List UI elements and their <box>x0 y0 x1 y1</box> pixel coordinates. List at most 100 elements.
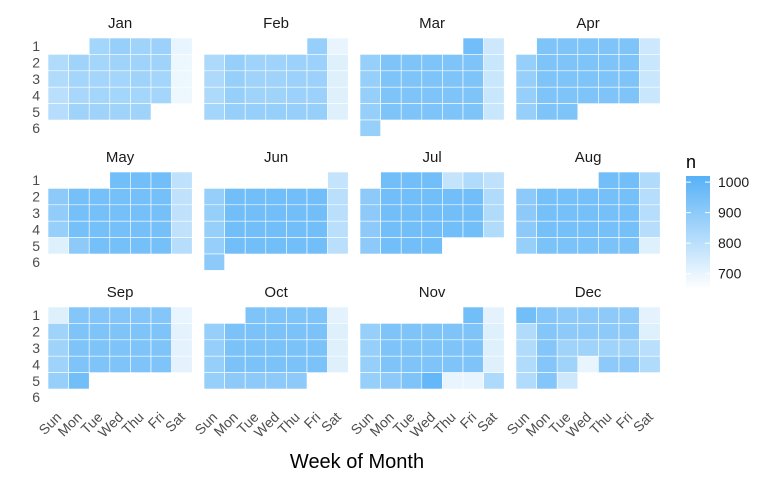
heat-cell <box>286 70 308 88</box>
heat-cell <box>598 37 620 55</box>
heat-cell <box>556 323 579 341</box>
heat-cell <box>47 323 69 341</box>
heat-cell <box>442 86 464 104</box>
heat-cell <box>265 237 287 255</box>
heat-cell <box>462 306 484 324</box>
heat-cell <box>109 339 131 357</box>
week-row-label: 2 <box>32 324 40 340</box>
week-row-label: 1 <box>32 172 40 188</box>
heat-cell <box>68 188 90 206</box>
heat-cell <box>203 237 225 255</box>
month-panel-mar: Mar <box>359 15 505 137</box>
heat-cell <box>265 54 287 72</box>
heat-cell <box>400 70 423 88</box>
heat-cell <box>462 70 484 88</box>
legend-tick-label: 900 <box>718 205 742 221</box>
heat-cell <box>68 70 90 88</box>
heat-cell <box>286 372 308 390</box>
heat-cell <box>203 188 225 206</box>
heat-cell <box>556 372 579 390</box>
month-panel-apr: Apr <box>515 15 661 121</box>
heat-cell <box>536 339 558 357</box>
heat-cell <box>203 372 225 390</box>
heat-cell <box>306 237 328 255</box>
heat-cell <box>224 372 246 390</box>
heat-cell <box>639 188 661 206</box>
heat-cell <box>515 204 537 222</box>
heat-cell <box>462 323 484 341</box>
heat-cell <box>130 204 152 222</box>
heat-cell <box>400 339 423 357</box>
heat-cell <box>515 355 537 373</box>
week-row-label: 4 <box>32 87 40 103</box>
heat-cell <box>400 220 423 238</box>
heat-cell <box>577 70 599 88</box>
heat-cell <box>150 306 172 324</box>
heat-cell <box>265 220 287 238</box>
heat-cell <box>639 355 661 373</box>
heat-cell <box>150 323 172 341</box>
heat-cell <box>380 103 402 121</box>
heat-cell <box>462 220 484 238</box>
heat-cell <box>556 306 579 324</box>
heat-cell <box>47 70 69 88</box>
heat-cell <box>88 355 111 373</box>
month-label: Apr <box>576 15 599 32</box>
heat-cell <box>171 86 193 104</box>
heat-cell <box>224 355 246 373</box>
heat-cell <box>618 86 640 104</box>
heat-cell <box>556 86 579 104</box>
heat-cell <box>171 171 193 189</box>
heat-cell <box>327 86 349 104</box>
week-row-label: 2 <box>32 55 40 71</box>
heat-cell <box>598 70 620 88</box>
heat-cell <box>306 339 328 357</box>
heat-cell <box>171 237 193 255</box>
month-panel-jul: Jul <box>359 149 505 255</box>
heat-cell <box>68 355 90 373</box>
heat-cell <box>359 188 381 206</box>
heat-cell <box>462 86 484 104</box>
heat-cell <box>130 54 152 72</box>
heat-cell <box>244 372 267 390</box>
heat-cell <box>265 188 287 206</box>
heat-cell <box>462 355 484 373</box>
heat-cell <box>306 37 328 55</box>
heat-cell <box>442 339 464 357</box>
heat-cell <box>327 237 349 255</box>
month-label: Jan <box>108 15 132 32</box>
heat-cell <box>47 204 69 222</box>
heat-cell <box>577 188 599 206</box>
heat-cell <box>598 323 620 341</box>
heat-cell <box>483 323 505 341</box>
heat-cell <box>203 204 225 222</box>
heat-cell <box>286 86 308 104</box>
heat-cell <box>150 237 172 255</box>
heat-cell <box>536 306 558 324</box>
month-label: Dec <box>575 284 602 301</box>
heat-cell <box>286 188 308 206</box>
heat-cell <box>47 355 69 373</box>
heat-cell <box>265 204 287 222</box>
heat-cell <box>442 355 464 373</box>
weekday-tick-label: Thu <box>274 409 302 437</box>
month-label: Mar <box>419 15 445 32</box>
heat-cell <box>109 204 131 222</box>
heat-cell <box>515 70 537 88</box>
heat-cell <box>483 220 505 238</box>
heat-cell <box>203 355 225 373</box>
heat-cell <box>244 220 267 238</box>
heat-cell <box>244 323 267 341</box>
heat-cell <box>265 306 287 324</box>
heat-cell <box>639 237 661 255</box>
heat-cell <box>244 54 267 72</box>
heat-cell <box>556 70 579 88</box>
heat-cell <box>306 220 328 238</box>
heat-cell <box>265 372 287 390</box>
heat-cell <box>68 86 90 104</box>
heat-cell <box>618 237 640 255</box>
month-label: Sep <box>107 284 134 301</box>
heat-cell <box>400 355 423 373</box>
